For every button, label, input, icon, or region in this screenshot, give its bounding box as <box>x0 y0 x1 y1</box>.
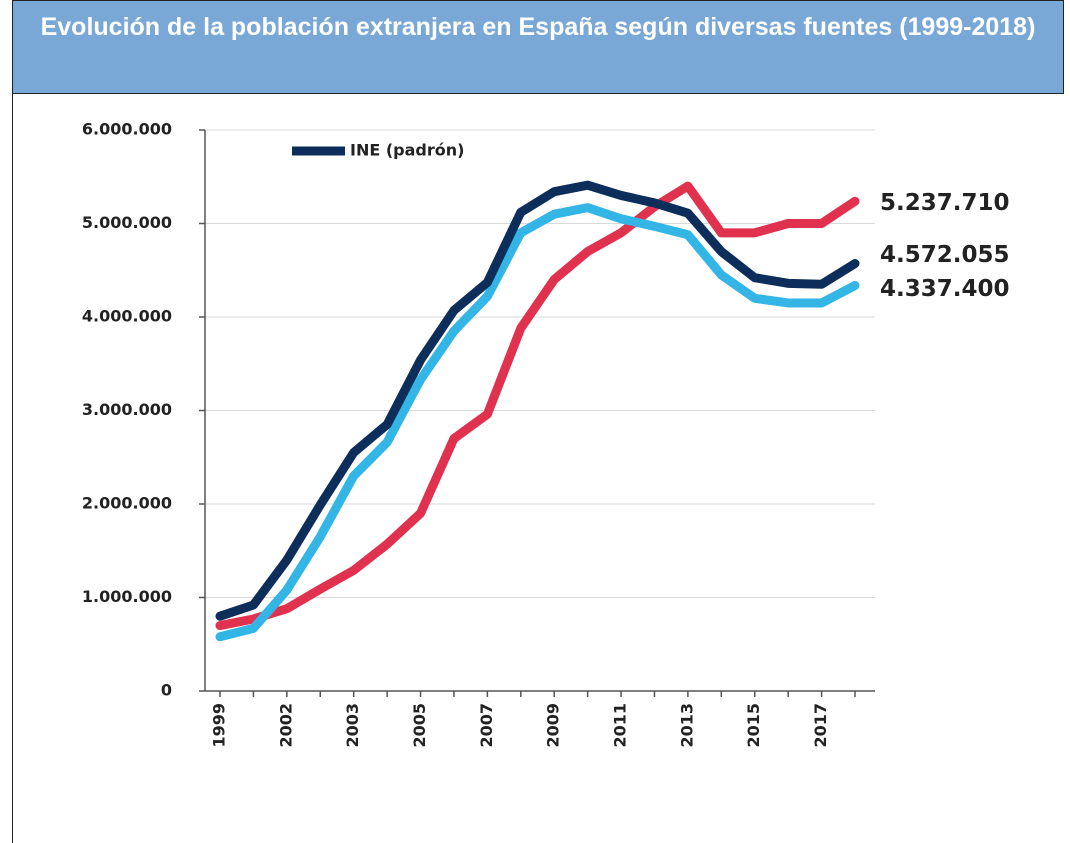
value-label: 5.237.710 <box>880 190 1010 216</box>
x-tick-label: 2005 <box>410 703 429 748</box>
chart-title: Evolución de la población extranjera en … <box>12 0 1064 94</box>
x-tick-label: 2007 <box>477 703 496 748</box>
x-tick-label: 2009 <box>544 703 563 748</box>
x-tick-label: 2017 <box>811 703 830 748</box>
x-tick-label: 2011 <box>611 703 630 748</box>
x-tick-label: 2015 <box>744 703 763 748</box>
value-label: 4.572.055 <box>880 242 1010 268</box>
legend-label: INE (padrón) <box>350 141 464 160</box>
y-tick-label: 3.000.000 <box>82 400 172 419</box>
y-tick-label: 2.000.000 <box>82 494 172 513</box>
x-tick-label: 1999 <box>210 703 229 748</box>
x-tick-label: 2013 <box>677 703 696 748</box>
y-tick-label: 5.000.000 <box>82 213 172 232</box>
series-line <box>215 181 860 631</box>
value-label: 4.337.400 <box>880 276 1010 302</box>
x-tick-label: 2002 <box>276 703 295 748</box>
y-tick-label: 6.000.000 <box>82 120 172 139</box>
y-tick-label: 0 <box>161 681 172 700</box>
y-tick-label: 1.000.000 <box>82 587 172 606</box>
frame-line <box>12 94 13 843</box>
y-tick-label: 4.000.000 <box>82 307 172 326</box>
x-tick-label: 2003 <box>343 703 362 748</box>
series-line <box>215 203 860 642</box>
series-line <box>215 180 860 621</box>
